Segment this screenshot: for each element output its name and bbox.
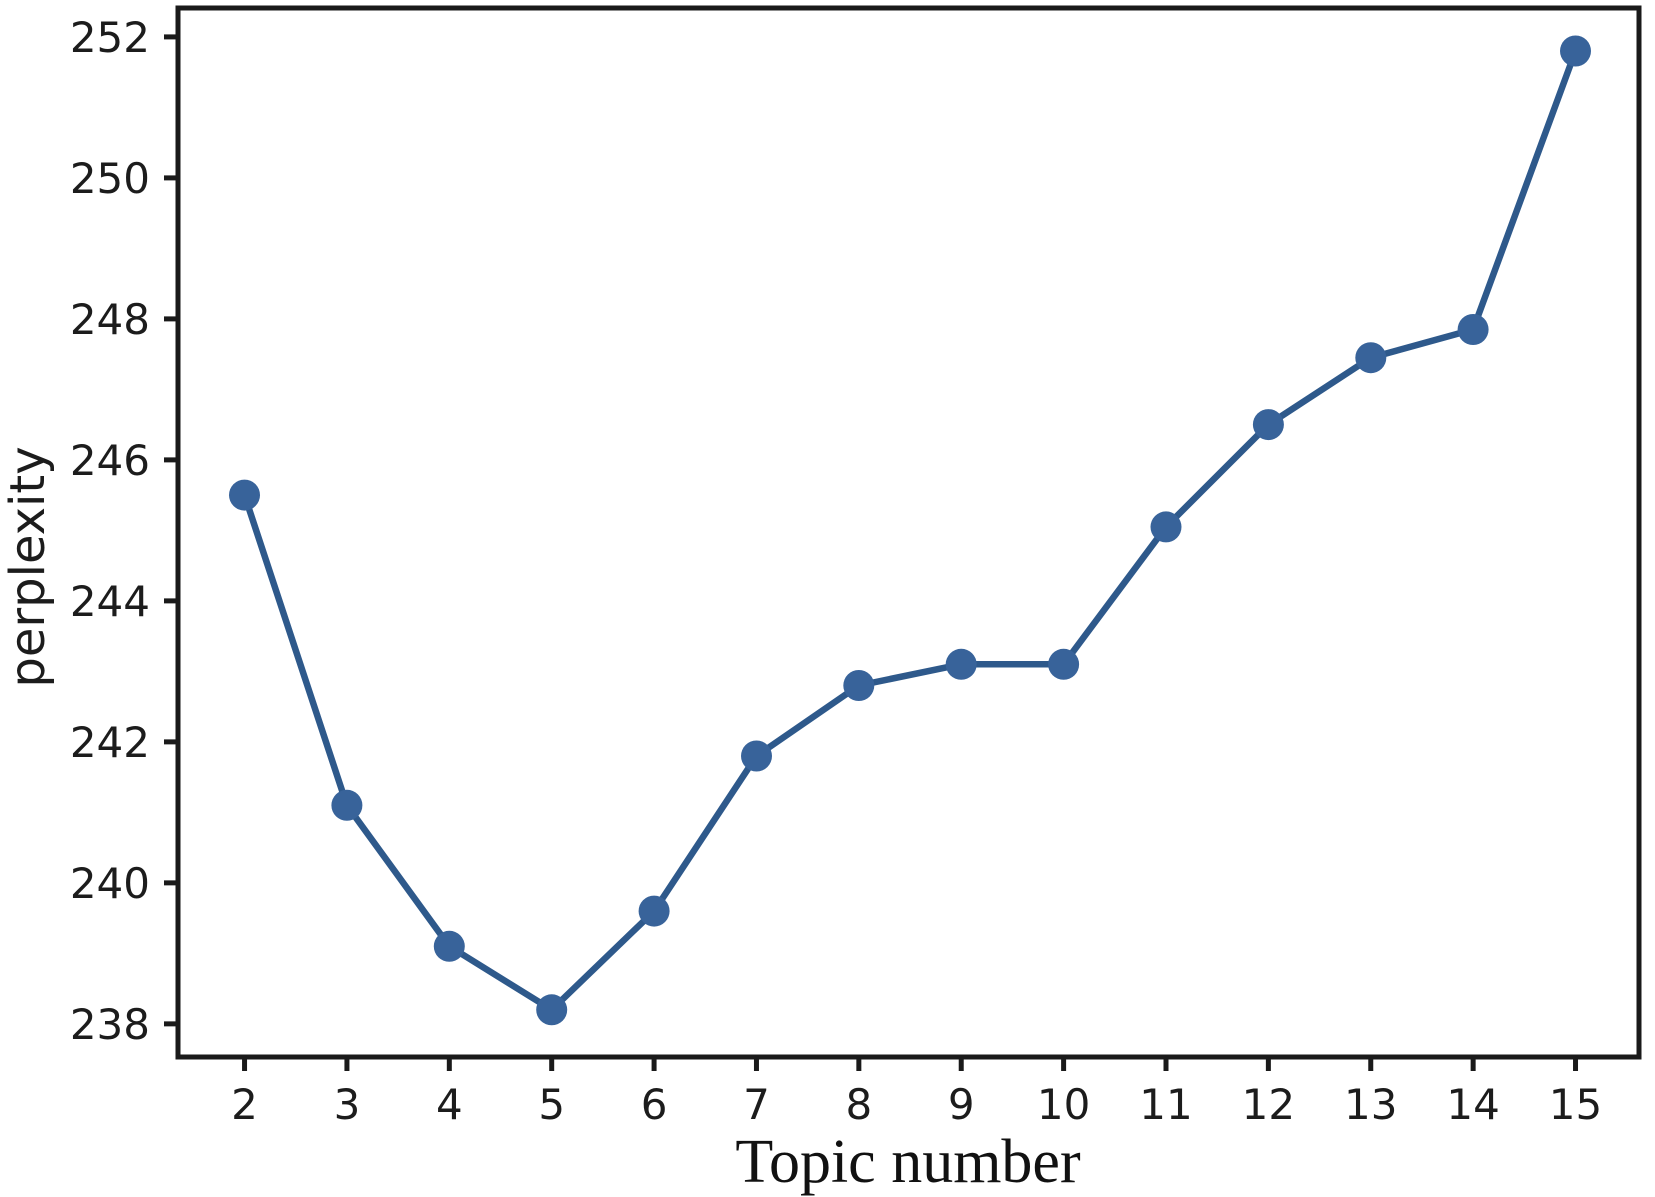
data-point-topic-5	[536, 994, 568, 1026]
data-point-topic-10	[1048, 648, 1080, 680]
y-tick-label-244: 244	[70, 577, 150, 626]
x-tick-label-15: 15	[1549, 1080, 1602, 1129]
x-tick-label-6: 6	[641, 1080, 668, 1129]
y-tick-label-252: 252	[70, 13, 150, 62]
y-tick-label-246: 246	[70, 436, 150, 485]
data-point-topic-15	[1560, 35, 1591, 67]
x-tick-label-4: 4	[436, 1080, 463, 1129]
x-tick-label-14: 14	[1446, 1080, 1499, 1129]
data-point-topic-3	[331, 789, 363, 821]
data-point-topic-7	[741, 740, 772, 772]
perplexity-line	[241, 47, 1579, 1014]
data-point-topic-13	[1355, 342, 1387, 374]
plot-area: 2 3 4 5 6 7 8 9 10 11 12 13 14 15 238 240 242 244 246 248 25…	[70, 5, 1642, 1129]
data-point-topic-12	[1252, 409, 1284, 441]
x-tick-label-9: 9	[948, 1080, 975, 1129]
x-tick-label-5: 5	[538, 1080, 565, 1129]
x-tick-label-7: 7	[743, 1080, 770, 1129]
y-tick-label-240: 240	[70, 859, 150, 908]
data-point-topic-8	[843, 670, 875, 701]
data-point-topic-2	[229, 479, 260, 511]
x-tick-label-8: 8	[845, 1080, 872, 1129]
x-tick-label-10: 10	[1037, 1080, 1090, 1129]
x-tick-label-2: 2	[231, 1080, 258, 1129]
x-tick-label-12: 12	[1242, 1080, 1295, 1129]
axes-border	[175, 5, 1642, 1060]
y-tick-label-238: 238	[70, 1000, 150, 1049]
x-tick-label-13: 13	[1344, 1080, 1397, 1129]
y-tick-label-248: 248	[70, 295, 150, 344]
x-tick-label-3: 3	[334, 1080, 361, 1129]
data-point-topic-6	[638, 895, 670, 927]
y-axis-title: perplexity	[0, 446, 56, 687]
x-tick-label-11: 11	[1139, 1080, 1192, 1129]
x-axis-title: Topic number	[735, 1128, 1081, 1196]
data-point-topic-4	[433, 930, 465, 962]
y-tick-label-250: 250	[70, 154, 150, 203]
data-point-topic-14	[1457, 314, 1489, 345]
y-tick-label-242: 242	[70, 718, 150, 767]
data-point-topic-9	[945, 648, 977, 680]
data-point-topic-11	[1150, 511, 1182, 543]
